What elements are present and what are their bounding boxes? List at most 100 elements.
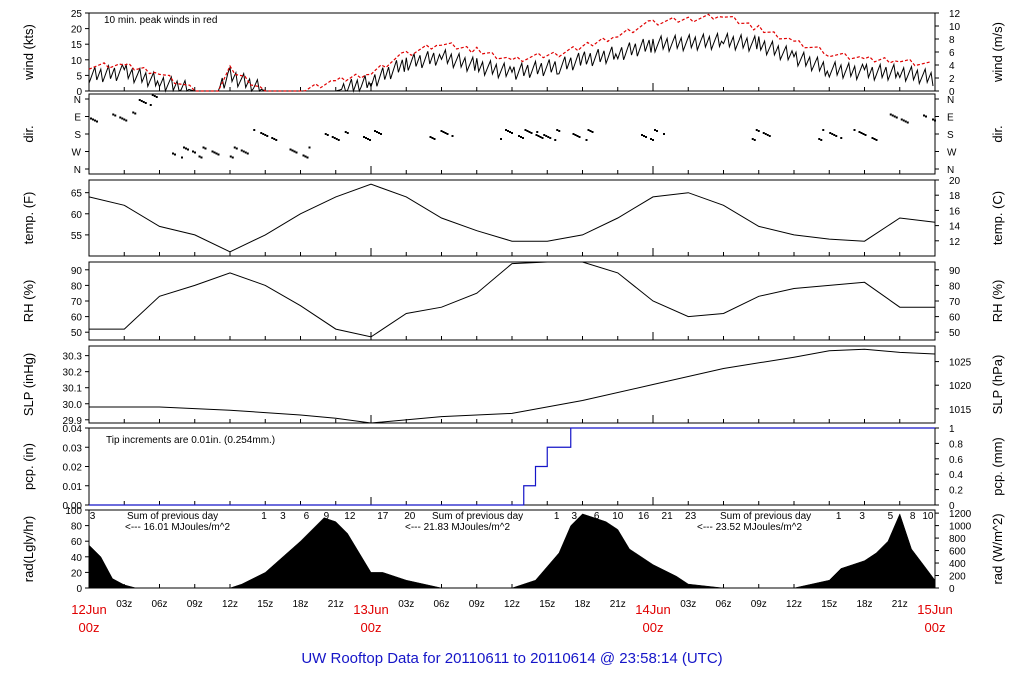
dir-point [271, 137, 274, 139]
left-tick-label: 65 [71, 189, 83, 200]
right-tick-label: 60 [949, 313, 961, 324]
x-hour-label: 06z [433, 599, 449, 610]
dir-point [433, 138, 436, 140]
dir-point [906, 121, 909, 124]
dir-point [862, 133, 865, 135]
dir-point [440, 130, 443, 132]
x-day-label: 14Jun [635, 602, 670, 617]
dir-point [172, 152, 174, 155]
left-tick-label: 0.04 [63, 424, 83, 435]
chart-title: UW Rooftop Data for 20110611 to 20110614… [301, 650, 723, 667]
rad-hour-marker: 5 [888, 511, 894, 522]
dir-point [751, 138, 754, 140]
dir-point [242, 150, 245, 153]
x-day-zulu: 00z [925, 620, 946, 635]
rh-line [89, 261, 935, 338]
dir-point [374, 130, 376, 132]
dir-point [153, 95, 156, 97]
x-day-zulu: 00z [643, 620, 664, 635]
left-tick-label: 55 [71, 231, 83, 242]
dir-point [240, 149, 243, 152]
x-hour-label: 06z [715, 599, 731, 610]
x-day-label: 15Jun [917, 602, 952, 617]
x-hour-label: 21z [610, 599, 626, 610]
right-tick-label: 600 [949, 547, 966, 558]
dir-point [541, 137, 544, 139]
dir-point [554, 139, 557, 141]
dir-point [893, 115, 896, 118]
dir-point [233, 146, 236, 149]
dir-point [643, 135, 645, 137]
rad-sum-value: <--- 21.83 MJoules/m^2 [405, 522, 510, 533]
dir-point [902, 119, 905, 122]
left-axis-label: dir. [21, 125, 36, 142]
dir-point [576, 135, 579, 137]
dir-point [123, 118, 126, 121]
dir-point [520, 136, 522, 138]
rad-hour-marker: 1 [836, 511, 842, 522]
right-tick-label: N [947, 165, 954, 176]
dir-point [585, 139, 588, 141]
dir-point [663, 133, 665, 135]
dir-point [333, 137, 336, 139]
dir-point [140, 100, 143, 102]
left-tick-label: 15 [71, 40, 83, 51]
right-tick-label: 0 [949, 87, 955, 98]
rad-hour-marker: 3 [859, 511, 865, 522]
left-tick-label: 40 [71, 553, 83, 564]
rad-hour-marker: 23 [685, 511, 697, 522]
x-hour-label: 06z [151, 599, 167, 610]
dir-point [302, 154, 305, 157]
dir-point [304, 155, 307, 158]
panel-frame-rh [88, 261, 936, 341]
dir-point [891, 114, 894, 117]
x-hour-label: 12z [222, 599, 238, 610]
left-tick-label: 0.02 [63, 463, 83, 474]
rad-sum-title: Sum of previous day [432, 511, 523, 522]
x-hour-label: 15z [257, 599, 273, 610]
dir-point [367, 138, 369, 140]
dir-point [244, 151, 247, 154]
dir-point [864, 134, 867, 136]
dir-point [549, 137, 552, 139]
dir-point [144, 102, 147, 104]
right-tick-label: 8 [949, 35, 955, 46]
left-tick-label: 20 [71, 568, 83, 579]
dir-point [200, 156, 203, 159]
right-tick-label: 6 [949, 48, 955, 59]
dir-point [198, 155, 201, 158]
left-tick-label: 30.0 [63, 400, 83, 411]
dir-point [589, 130, 592, 132]
right-axis-label: SLP (hPa) [990, 355, 1005, 415]
dir-point [266, 135, 269, 137]
left-tick-label: 50 [71, 328, 83, 339]
dir-point [500, 138, 502, 140]
dir-point [90, 117, 92, 120]
dir-point [293, 150, 296, 153]
dir-point [932, 118, 934, 121]
right-tick-label: E [947, 113, 954, 124]
dir-point [873, 138, 876, 140]
x-hour-label: 09z [187, 599, 203, 610]
left-tick-label: 0.00 [63, 501, 83, 512]
x-hour-label: 21z [328, 599, 344, 610]
left-tick-label: 0.03 [63, 443, 83, 454]
right-tick-label: 80 [949, 281, 961, 292]
right-tick-label: 50 [949, 328, 961, 339]
dir-point [904, 120, 907, 123]
dir-point [446, 133, 449, 135]
left-tick-label: 10 [71, 56, 83, 67]
right-tick-label: 1200 [949, 509, 972, 520]
dir-point [656, 130, 658, 132]
rad-hour-marker: 12 [344, 511, 356, 522]
rad-sum-title: Sum of previous day [127, 511, 218, 522]
dir-point [431, 137, 434, 139]
dir-point [539, 136, 542, 138]
dir-point [547, 136, 550, 138]
right-tick-label: 1015 [949, 405, 972, 416]
dir-point [181, 156, 183, 159]
left-tick-label: 5 [76, 71, 82, 82]
rad-hour-marker: 17 [377, 511, 389, 522]
right-axis-label: pcp. (mm) [990, 437, 1005, 496]
x-day-zulu: 00z [79, 620, 100, 635]
